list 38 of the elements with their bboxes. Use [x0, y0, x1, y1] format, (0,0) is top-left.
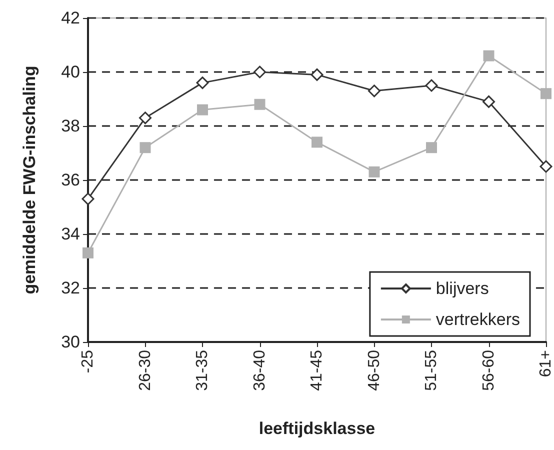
y-tick-label: 40 — [61, 62, 80, 82]
point — [483, 50, 494, 62]
y-tick-label: 42 — [61, 8, 80, 28]
x-tick-label: 36-40 — [251, 350, 268, 391]
point — [540, 88, 552, 100]
x-axis-title: leeftijdsklasse — [258, 419, 376, 438]
y-axis-title: gemiddelde FWG-inschaling — [20, 66, 39, 294]
point — [139, 112, 152, 124]
y-tick-label: 34 — [61, 224, 80, 244]
point — [254, 98, 266, 110]
y-tick-label: 36 — [61, 170, 80, 190]
point — [82, 192, 94, 206]
point — [312, 136, 322, 148]
x-tick-label: 31-35 — [194, 350, 211, 391]
point — [82, 247, 94, 258]
x-tick-label: 26-30 — [136, 350, 154, 391]
x-tick-label: 41-45 — [308, 350, 326, 391]
point — [426, 142, 437, 154]
y-tick-label: 32 — [61, 278, 80, 298]
point — [310, 68, 324, 81]
point — [140, 142, 151, 154]
point — [368, 84, 380, 98]
x-tick-label: 56-60 — [480, 350, 498, 391]
x-tick-label: 51-55 — [423, 350, 440, 391]
point — [425, 79, 438, 92]
y-tick-label: 38 — [61, 116, 80, 136]
x-tick-label: -25 — [80, 350, 96, 374]
point — [197, 104, 208, 116]
legend-label: blijvers — [436, 279, 489, 298]
x-tick-label: 46-50 — [366, 350, 383, 391]
point — [540, 160, 552, 173]
point — [368, 166, 380, 178]
point — [196, 76, 209, 90]
point — [254, 66, 266, 78]
point — [482, 95, 495, 108]
legend-label: vertrekkers — [436, 310, 520, 329]
y-tick-label: 30 — [61, 332, 80, 352]
x-tick-label: 61+ — [538, 350, 554, 378]
